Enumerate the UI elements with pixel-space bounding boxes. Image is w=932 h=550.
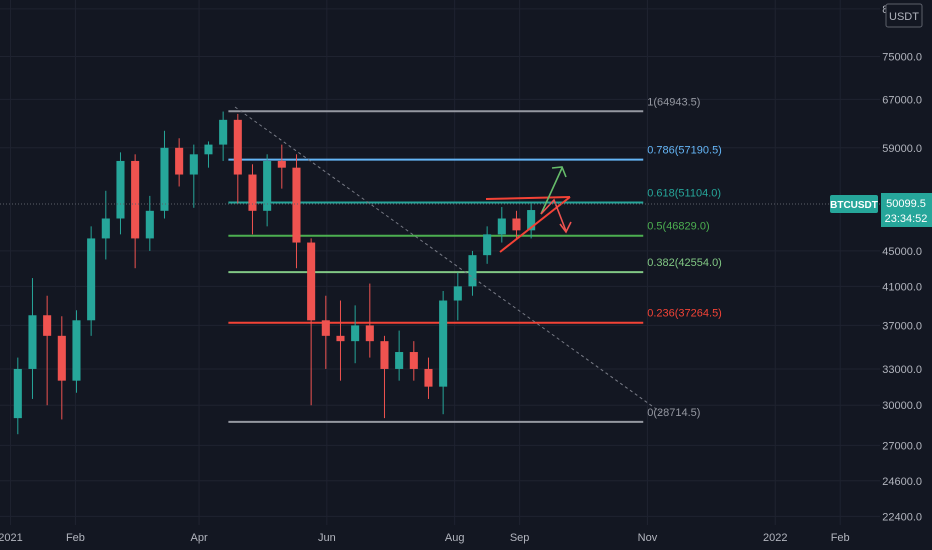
candle-body — [321, 320, 330, 336]
x-tick-label: 2022 — [763, 532, 787, 544]
candle-body — [248, 174, 257, 211]
grid — [0, 0, 880, 525]
candle-countdown: 23:34:52 — [885, 213, 928, 225]
y-tick-label: 30000.0 — [882, 400, 922, 412]
candle-body — [365, 325, 374, 342]
candle-body — [409, 352, 418, 369]
fib-retracement[interactable]: 1(64943.5) 0.786(57190.5) 0.618(51104.0) 0.… — [228, 96, 722, 423]
candle-body — [395, 352, 404, 369]
candle-body — [204, 144, 213, 155]
currency-box[interactable]: USDT — [885, 3, 923, 28]
candle-body — [439, 300, 448, 387]
candle-body — [87, 238, 96, 321]
y-tick-label: 22400.0 — [882, 511, 922, 523]
candle-body — [175, 147, 184, 175]
candle-body — [468, 255, 477, 287]
candle-body — [101, 218, 110, 239]
candle-body — [116, 160, 125, 219]
candle-body — [28, 315, 37, 369]
candle-body — [160, 147, 169, 211]
y-tick-label: 24600.0 — [882, 476, 922, 488]
candle-body — [497, 218, 506, 235]
candle-body — [219, 119, 228, 145]
x-tick-label: Feb — [831, 532, 850, 544]
candle-body — [483, 234, 492, 256]
candle-body — [424, 368, 433, 387]
candle-body — [512, 218, 521, 231]
x-tick-label: Feb — [66, 532, 85, 544]
currency-label: USDT — [889, 11, 919, 23]
y-tick-label: 33000.0 — [882, 364, 922, 376]
breakout-arrow[interactable] — [540, 167, 563, 215]
breakdown-arrow[interactable] — [540, 198, 567, 232]
fib-level-label: 0.618(51104.0) — [647, 187, 721, 199]
y-tick-label: 37000.0 — [882, 320, 922, 332]
price-axis[interactable]: 85000.075000.067000.059000.045000.041000… — [882, 4, 922, 524]
x-tick-label: Aug — [445, 532, 465, 544]
time-axis[interactable]: 2021 Feb Apr Jun Aug Sep Nov 2022 Feb — [0, 532, 850, 544]
fib-level-label: 0.236(37264.5) — [647, 308, 722, 320]
y-tick-label: 67000.0 — [882, 94, 922, 106]
fib-trend-line — [234, 106, 667, 417]
candle-body — [43, 315, 52, 336]
y-tick-label: 75000.0 — [882, 51, 922, 63]
last-price-tag: BTCUSDT 50099.5 23:34:52 — [830, 193, 932, 227]
symbol-label: BTCUSDT — [830, 200, 878, 211]
candle-body — [307, 242, 316, 321]
y-tick-label: 27000.0 — [882, 440, 922, 452]
y-tick-label: 59000.0 — [882, 143, 922, 155]
y-tick-label: 45000.0 — [882, 246, 922, 258]
x-tick-label: 2021 — [0, 532, 23, 544]
fib-level-label: 0.382(42554.0) — [647, 257, 722, 269]
candle-body — [277, 160, 286, 168]
x-tick-label: Sep — [510, 532, 530, 544]
x-tick-label: Jun — [318, 532, 336, 544]
last-price-value: 50099.5 — [886, 198, 926, 210]
candle-body — [527, 210, 536, 231]
fib-level-label: 0.5(46829.0) — [647, 221, 709, 233]
x-tick-label: Nov — [638, 532, 658, 544]
candle-body — [72, 320, 81, 381]
candle-body — [57, 335, 66, 381]
x-tick-label: Apr — [190, 532, 207, 544]
candle-body — [263, 160, 272, 211]
fib-level-label: 1(64943.5) — [647, 96, 700, 108]
candle-body — [233, 119, 242, 175]
drawings[interactable] — [234, 106, 667, 417]
triangle-support-line[interactable] — [499, 196, 571, 253]
y-tick-label: 41000.0 — [882, 281, 922, 293]
candle-body — [189, 154, 198, 175]
candle-body — [145, 210, 154, 239]
candle-body — [131, 160, 140, 239]
breakdown-arrow-head — [559, 221, 572, 234]
candle-body — [351, 325, 360, 342]
candles — [13, 111, 536, 435]
fib-level-label: 0(28714.5) — [647, 407, 700, 419]
triangle-resistance-line[interactable] — [485, 196, 571, 200]
candle-body — [292, 167, 301, 243]
breakout-arrow-head — [551, 166, 567, 178]
fib-level-label: 0.786(57190.5) — [647, 145, 722, 157]
candle-body — [336, 335, 345, 342]
candle-body — [380, 341, 389, 369]
candle-body — [453, 286, 462, 301]
candle-body — [13, 368, 22, 419]
